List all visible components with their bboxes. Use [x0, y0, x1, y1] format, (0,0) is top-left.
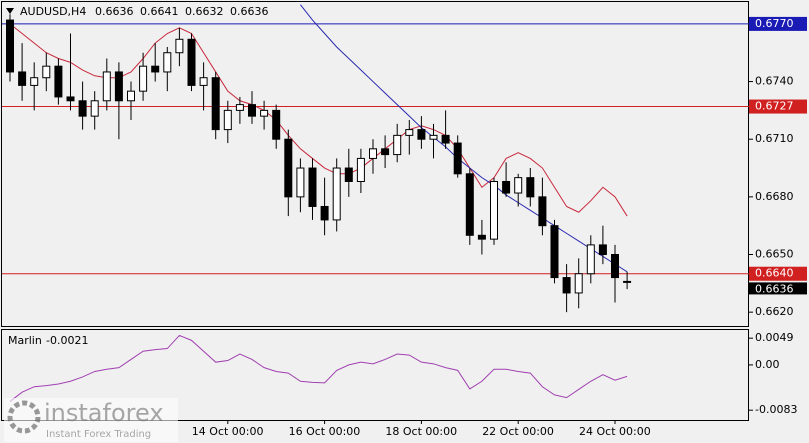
y-tick-label: 0.6620 [755, 305, 794, 318]
close-price: 0.6636 [230, 5, 269, 18]
candle-body [453, 142, 462, 175]
candle-body [598, 244, 607, 256]
candle-body [211, 77, 220, 131]
open-price: 0.6636 [95, 5, 134, 18]
level-label: 0.6640 [755, 267, 794, 280]
x-tick-label: 16 Oct 00:00 [289, 425, 361, 438]
candle-body [611, 254, 619, 279]
indicator-panel [1, 329, 749, 421]
x-tick-label: 14 Oct 00:00 [192, 425, 264, 438]
watermark-logo [7, 400, 41, 434]
candle-body [393, 134, 402, 156]
candle-body [139, 65, 148, 92]
candle-body [502, 180, 511, 194]
candle-body [127, 90, 135, 102]
y-tick-label: 0.6680 [755, 190, 794, 203]
y-tick-label: 0.6710 [755, 132, 794, 145]
indicator-line [9, 334, 628, 402]
candle-body [308, 167, 317, 207]
x-tick-label: 22 Oct 00:00 [482, 425, 554, 438]
candle-body [223, 109, 232, 131]
candle-body [18, 71, 27, 86]
candle-body [490, 180, 498, 240]
candle-body [381, 148, 390, 156]
indicator-tick-label: -0.0083 [755, 403, 797, 416]
candle-body [260, 109, 269, 117]
candle-body [574, 273, 583, 294]
header-arrow [6, 8, 14, 14]
candle-body [284, 138, 293, 198]
indicator-tick-label: 0.00 [755, 358, 780, 371]
candle-body [272, 109, 281, 140]
candle-body [30, 77, 39, 86]
candle-body [623, 280, 632, 283]
watermark-tagline: Instant Forex Trading [46, 429, 151, 440]
level-label: 0.6770 [755, 17, 794, 30]
candle-body [320, 205, 329, 221]
candle-body [175, 38, 184, 54]
watermark: instaforex Instant Forex Trading [4, 398, 178, 442]
candle-body [550, 225, 559, 279]
candle-body [163, 52, 172, 73]
candle-body [417, 129, 426, 140]
candle-body [514, 177, 523, 194]
candle-body [199, 77, 208, 86]
indicator-value: -0.0021 [46, 334, 88, 347]
candle-body [369, 148, 377, 159]
candle-body [102, 71, 111, 102]
candle-body [356, 157, 365, 182]
y-tick-label: 0.6650 [755, 248, 794, 261]
candle-body [441, 134, 450, 144]
x-tick-label: 24 Oct 00:00 [579, 425, 651, 438]
price-panel [1, 1, 749, 327]
price-label-box [749, 282, 807, 295]
level-label-box [749, 99, 807, 114]
candle-body [42, 65, 51, 79]
candle-body [235, 104, 244, 111]
level-label-box [749, 266, 807, 281]
moving-line [300, 4, 628, 273]
candle-body [248, 104, 256, 117]
candle-body [526, 177, 535, 198]
candle-body [465, 173, 474, 236]
high-price: 0.6641 [140, 5, 179, 18]
low-price: 0.6632 [185, 5, 224, 18]
watermark-brand: instaforex [44, 399, 164, 427]
candle-body [477, 234, 486, 240]
candle-body [78, 100, 87, 117]
candle-body [562, 277, 571, 294]
candle-body [429, 134, 438, 140]
indicator-tick-label: 0.0049 [755, 331, 794, 344]
candle-body [114, 71, 123, 102]
candle-body [538, 196, 547, 227]
candle-body [586, 244, 595, 275]
candle-body [344, 167, 353, 182]
candle-body [6, 19, 14, 73]
moving-line [9, 23, 628, 217]
candle-body [296, 167, 305, 198]
level-label: 0.6727 [755, 100, 794, 113]
candle-body [54, 65, 63, 98]
candle-body [90, 100, 99, 117]
candle-body [187, 38, 196, 86]
indicator-name: Marlin [8, 334, 42, 347]
price-label: 0.6636 [755, 282, 794, 295]
candle-body [66, 96, 75, 102]
symbol: AUDUSD,H4 [20, 5, 86, 18]
y-tick-label: 0.6740 [755, 75, 794, 88]
x-tick-label: 18 Oct 00:00 [385, 425, 457, 438]
candle-body [151, 65, 160, 73]
candle-body [405, 129, 414, 136]
candle-body [332, 167, 341, 221]
level-label-box [749, 16, 807, 31]
